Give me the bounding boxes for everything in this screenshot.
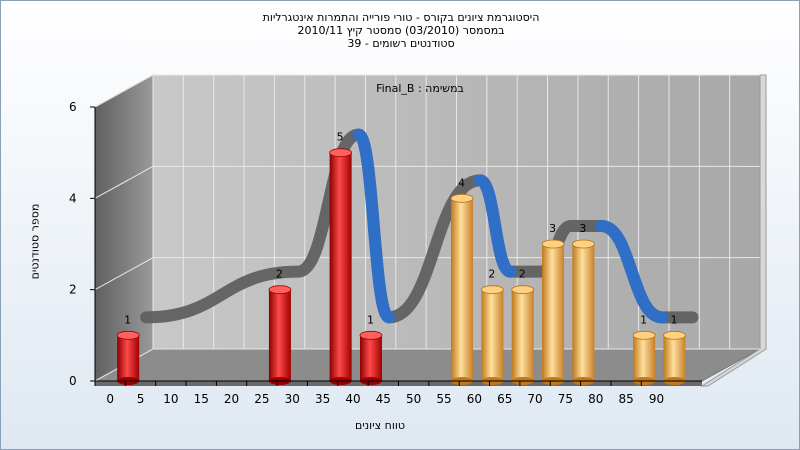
x-tick-label: 75 [558, 392, 573, 406]
y-tick-label: 2 [69, 283, 77, 297]
bar [633, 335, 656, 381]
x-axis-label: טווח ציונים [355, 419, 405, 432]
x-tick-label: 35 [315, 392, 330, 406]
bar-top [541, 239, 565, 249]
trend-curve-down [474, 174, 517, 278]
bar-top [329, 148, 353, 158]
bar-top [268, 285, 292, 295]
y-tick-label: 6 [69, 100, 77, 114]
bar [268, 289, 291, 381]
bar-value-label: 3 [579, 222, 586, 235]
bar-top [663, 330, 686, 340]
bar-value-label: 1 [640, 313, 647, 326]
bar-value-label: 2 [519, 268, 526, 281]
bar-top [480, 285, 504, 295]
grid-line-h-left [94, 165, 154, 199]
x-tick-label: 30 [285, 392, 300, 406]
x-tick-label: 0 [106, 392, 114, 406]
bar-value-label: 1 [124, 313, 131, 326]
bar-value-label: 4 [458, 176, 465, 189]
x-tick-label: 45 [376, 392, 391, 406]
bar-top [572, 239, 595, 249]
chart-title-line-1: היסטוגרמת ציונים בקורס - טורי פורייה והת… [262, 11, 540, 24]
bar [542, 244, 565, 381]
bar-value-label: 5 [337, 131, 344, 144]
bar-value-label: 2 [276, 268, 283, 281]
chart-title-line-2: במסמסר (03/2010) סמסטר קיץ 2010/11 [297, 24, 505, 37]
bar-value-label: 2 [488, 268, 495, 281]
x-tick-label: 50 [406, 392, 421, 406]
trend-curve-down [352, 128, 395, 324]
bar [572, 244, 595, 381]
bar-value-label: 3 [549, 222, 556, 235]
x-tick-label: 55 [436, 392, 451, 406]
trend-curve-down [595, 220, 669, 324]
x-tick-label: 5 [137, 392, 145, 406]
bar-value-label: 1 [367, 313, 374, 326]
x-tick-label: 15 [194, 392, 209, 406]
x-tick-label: 85 [618, 392, 633, 406]
bar [663, 335, 686, 381]
bar [117, 335, 140, 381]
bar [451, 198, 474, 381]
bar [329, 152, 352, 381]
x-tick-label: 10 [163, 392, 178, 406]
y-tick-label: 4 [69, 191, 77, 205]
grid-line-h-left [94, 257, 154, 291]
chart-title-line-3: סטודנטים רשומים - 39 [347, 37, 455, 50]
y-tick-label: 0 [69, 374, 77, 388]
x-tick-label: 25 [254, 392, 269, 406]
x-tick-label: 70 [527, 392, 542, 406]
bar-top [632, 330, 656, 340]
grid-line-h-left [94, 74, 154, 108]
x-tick-label: 65 [497, 392, 512, 406]
chart-floor [94, 348, 761, 382]
bar [511, 289, 534, 381]
bar-top [359, 330, 383, 340]
x-tick-label: 40 [345, 392, 360, 406]
x-tick-label: 90 [649, 392, 664, 406]
x-tick-label: 80 [588, 392, 603, 406]
chart-subtitle: Final_B : במשימה [376, 82, 464, 95]
x-tick-label: 60 [467, 392, 482, 406]
bar-top [116, 330, 140, 340]
bar-top [511, 285, 535, 295]
bar [359, 335, 382, 381]
bar-value-label: 1 [670, 313, 677, 326]
bar [481, 289, 504, 381]
y-axis-label: מספר סטודנטים [28, 203, 42, 280]
x-tick-label: 20 [224, 392, 239, 406]
bar-top [450, 193, 474, 203]
